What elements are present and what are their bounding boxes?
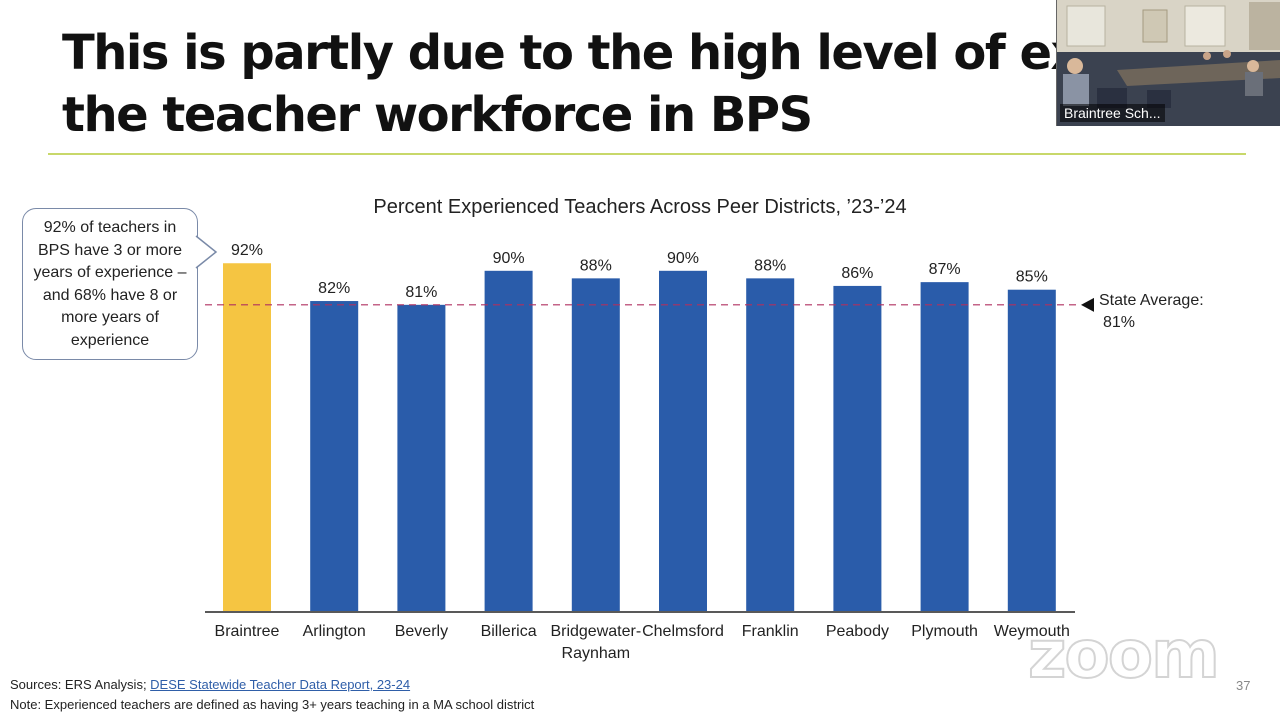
bar-4 (571, 278, 620, 611)
bar-5 (659, 270, 707, 611)
callout-pointer (195, 235, 218, 269)
state-average-label-line-1: State Average: (1099, 292, 1204, 309)
bar-3 (484, 270, 533, 611)
x-tick-label-7: Peabody (826, 623, 889, 640)
state-average-value: 81% (1103, 314, 1136, 331)
x-tick-label-4-line-1: Raynham (562, 645, 630, 662)
bar-9 (1007, 289, 1056, 611)
title-divider (48, 153, 1246, 155)
bar-6 (746, 278, 795, 611)
state-average-label: State Average: 81% (1099, 290, 1204, 334)
source-link[interactable]: DESE Statewide Teacher Data Report, 23-2… (150, 677, 411, 692)
data-label-2: 81% (405, 284, 437, 301)
data-label-5: 90% (667, 250, 699, 267)
callout-box: 92% of teachers in BPS have 3 or more ye… (22, 208, 198, 360)
participant-name-label: Braintree Sch... (1060, 104, 1165, 122)
data-label-8: 87% (929, 261, 961, 278)
data-label-9: 85% (1016, 269, 1048, 286)
x-tick-label-6: Franklin (742, 623, 799, 640)
slide-title: This is partly due to the high level of … (62, 22, 1062, 147)
data-label-1: 82% (318, 280, 350, 297)
x-tick-label-0: Braintree (215, 623, 280, 640)
participant-video-tile[interactable]: Braintree Sch... (1056, 0, 1280, 126)
bar-0 (223, 263, 271, 611)
zoom-watermark: zoom (1027, 616, 1221, 693)
bar-1 (310, 301, 359, 611)
x-tick-label-8: Plymouth (911, 623, 978, 640)
x-tick-label-2: Beverly (395, 623, 448, 640)
x-tick-label-9: Weymouth (994, 623, 1070, 640)
state-average-marker-icon (1081, 297, 1094, 312)
data-label-3: 90% (493, 250, 525, 267)
bar-8 (920, 282, 969, 611)
footnote: Note: Experienced teachers are defined a… (10, 697, 535, 712)
bar-7 (833, 285, 882, 611)
x-tick-label-1: Arlington (303, 623, 366, 640)
chart-title: Percent Experienced Teachers Across Peer… (373, 196, 907, 218)
slide-title-line-1: This is partly due to the high level of … (62, 25, 1062, 81)
bar-2 (397, 304, 446, 611)
x-tick-label-3: Billerica (481, 623, 537, 640)
data-label-6: 88% (754, 257, 786, 274)
source-citation: Sources: ERS Analysis; DESE Statewide Te… (10, 677, 410, 692)
x-tick-label-4-line-0: Bridgewater- (550, 623, 641, 640)
data-label-7: 86% (841, 265, 873, 282)
source-prefix: Sources: ERS Analysis; (10, 677, 151, 692)
x-tick-label-5: Chelmsford (642, 623, 724, 640)
data-label-0: 92% (231, 242, 263, 259)
data-label-4: 88% (580, 257, 612, 274)
slide-title-line-2: the teacher workforce in BPS (62, 87, 813, 143)
video-feed-image (1057, 0, 1280, 126)
page-number: 37 (1236, 678, 1251, 693)
